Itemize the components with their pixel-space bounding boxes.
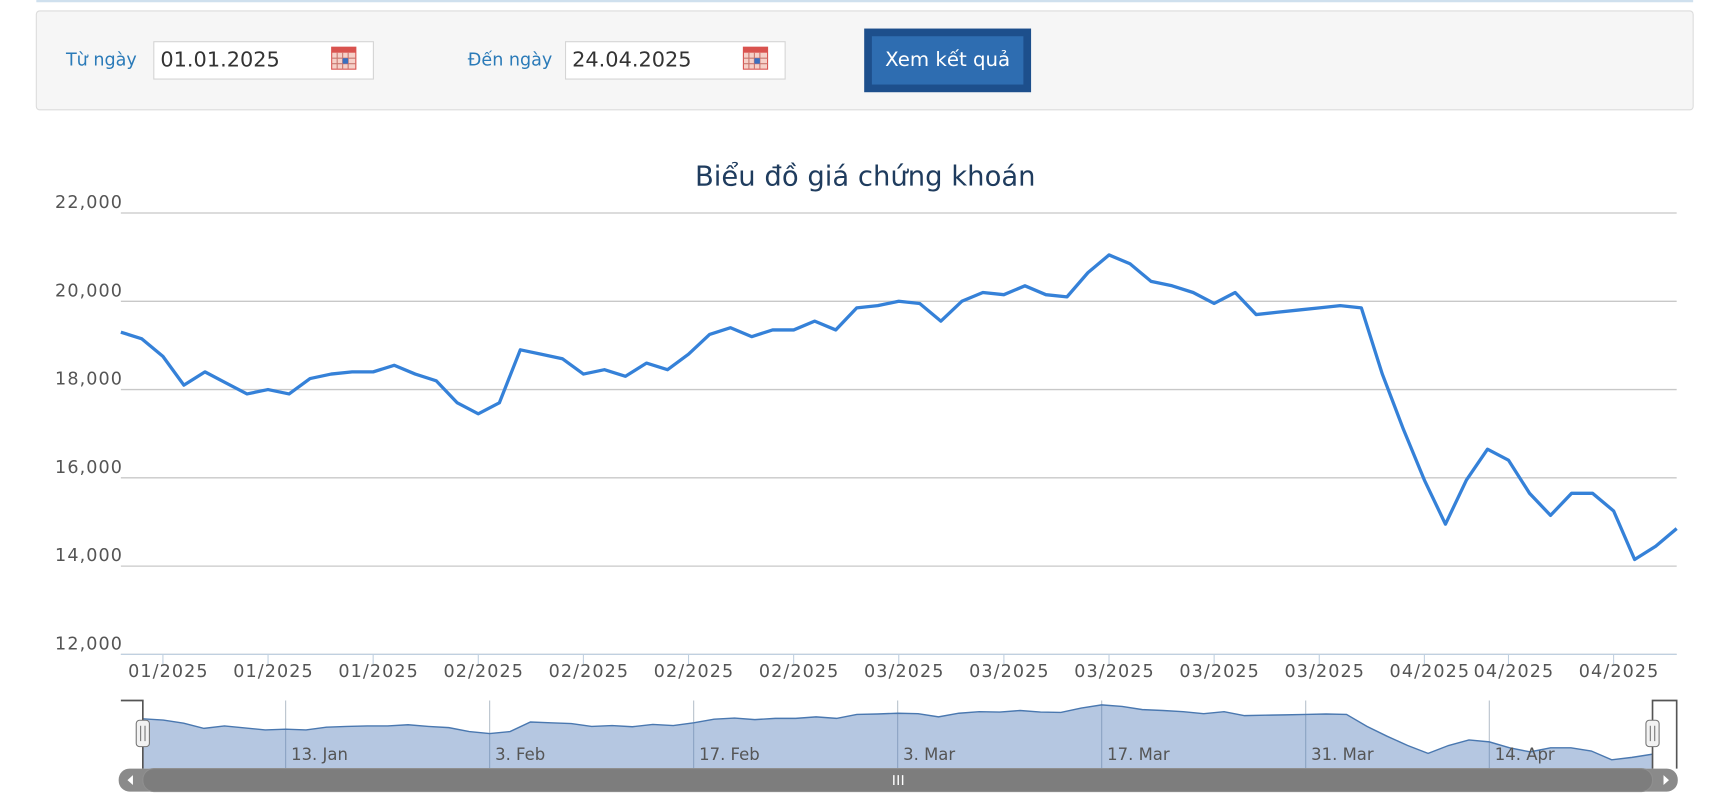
calendar-icon[interactable] [331, 46, 357, 70]
from-input[interactable]: 01.01.2025 [153, 41, 374, 80]
x-tick-label: 03/2025 [969, 662, 1050, 682]
x-tick-label: 03/2025 [1284, 662, 1365, 682]
to-input[interactable]: 24.04.2025 [564, 41, 786, 80]
navigator-label: 3. Mar [903, 745, 955, 764]
y-tick-label: 22,000 [55, 193, 123, 213]
navigator-handle[interactable] [135, 719, 150, 748]
x-tick-label: 02/2025 [549, 662, 630, 682]
price-line [120, 253, 1678, 562]
navigator-label: 3. Feb [495, 745, 545, 764]
x-tick-label: 02/2025 [443, 662, 524, 682]
button-text: Xem kết quả [885, 48, 1010, 71]
x-tick-label: 03/2025 [864, 662, 945, 682]
scroll-right[interactable] [1663, 775, 1669, 786]
x-tick-label: 03/2025 [1074, 662, 1155, 682]
x-tick-label: 01/2025 [128, 662, 209, 682]
x-tick-label: 02/2025 [759, 662, 840, 682]
y-tick-label: 20,000 [55, 281, 123, 301]
x-tick-label: 01/2025 [233, 662, 314, 682]
input-value: 01.01.2025 [160, 47, 279, 71]
to-label: Đến ngày [468, 49, 552, 70]
navigator-label: 14. Apr [1495, 745, 1555, 764]
navigator-label: 17. Mar [1107, 745, 1170, 764]
x-tick-label: 03/2025 [1179, 662, 1260, 682]
plot: 12,000 14,000 16,000 18,000 20,000 22,000 01/2… [55, 193, 1678, 793]
handle-grip [140, 725, 146, 742]
scroll-left[interactable] [127, 775, 133, 786]
navigator-label: 17. Feb [699, 745, 760, 764]
navigator-line [142, 704, 1653, 761]
x-tick-label: 01/2025 [338, 662, 419, 682]
y-tick-label: 12,000 [55, 635, 123, 655]
scrollbar-grip [893, 775, 904, 786]
handle-body[interactable] [135, 719, 150, 748]
navigator-handle[interactable] [1645, 719, 1660, 748]
y-tick-label: 18,000 [55, 370, 123, 390]
y-tick-label: 16,000 [55, 458, 123, 478]
handle-body[interactable] [1645, 719, 1660, 748]
handle-grip [1649, 725, 1656, 742]
navigator-label: 31. Mar [1311, 745, 1374, 764]
x-tick-label: 02/2025 [654, 662, 735, 682]
from-label: Từ ngày [65, 50, 137, 70]
button-face[interactable] [871, 36, 1024, 85]
navigator-area [142, 704, 1653, 769]
x-tick-label: 04/2025 [1474, 662, 1555, 682]
chart-title: Biểu đồ giá chứng khoán [695, 161, 1036, 192]
navigator-label: 13. Jan [291, 745, 348, 764]
y-tick-label: 14,000 [55, 546, 123, 566]
x-tick-label: 04/2025 [1390, 662, 1471, 682]
x-tick-label: 04/2025 [1579, 662, 1660, 682]
input-value: 24.04.2025 [572, 47, 691, 71]
calendar-icon[interactable] [742, 46, 769, 70]
submit-button[interactable]: Xem kết quả [864, 28, 1032, 93]
